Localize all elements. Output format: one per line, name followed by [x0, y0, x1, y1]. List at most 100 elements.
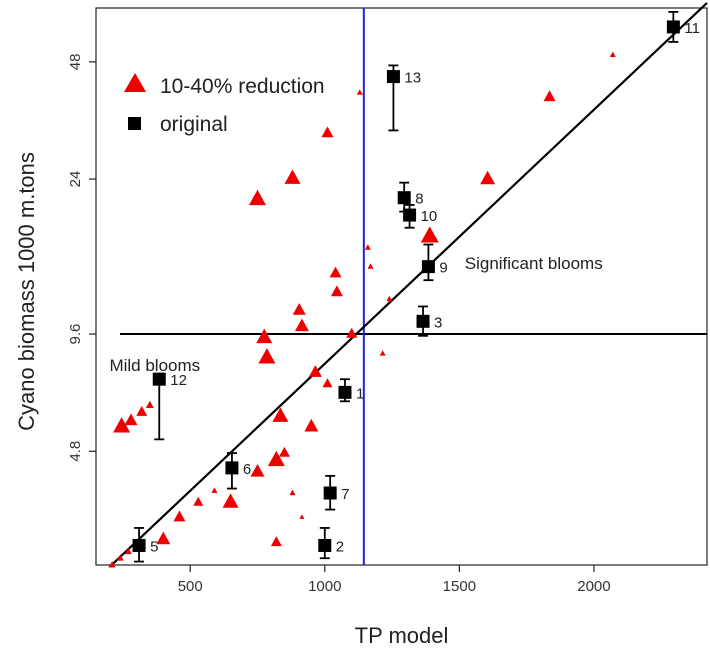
- axis-ticks: 500 1000 1500 2000 4.8 9.6 24 48: [67, 54, 611, 595]
- region-label: Significant blooms: [465, 254, 603, 273]
- original-marker: [318, 538, 332, 552]
- point-number-label: 11: [684, 20, 700, 37]
- reduction-point: [250, 464, 265, 477]
- point-number-label: 13: [404, 70, 421, 87]
- x-tick-label: 500: [178, 578, 203, 595]
- x-tick-label: 2000: [577, 578, 610, 595]
- original-point-2: 2: [318, 527, 344, 560]
- point-number-label: 9: [439, 260, 447, 277]
- point-number-label: 8: [415, 191, 423, 208]
- original-marker: [416, 314, 430, 328]
- point-number-label: 1: [356, 385, 364, 402]
- point-number-label: 10: [421, 208, 438, 225]
- reduction-point: [113, 417, 131, 433]
- point-number-label: 7: [341, 486, 349, 503]
- reduction-point: [156, 531, 171, 545]
- reduction-point: [289, 489, 296, 496]
- point-number-label: 3: [434, 314, 442, 331]
- reduction-point: [284, 169, 301, 184]
- original-marker: [225, 461, 239, 475]
- reduction-point: [267, 450, 285, 467]
- reduction-point: [367, 263, 374, 269]
- regression-line: [108, 2, 708, 568]
- reduction-point: [124, 413, 138, 426]
- original-marker: [397, 191, 411, 205]
- region-labels: Significant blooms Mild blooms: [109, 254, 602, 375]
- reduction-point: [124, 547, 132, 555]
- region-label: Mild blooms: [109, 356, 200, 375]
- reduction-point: [308, 365, 322, 377]
- reduction-point: [379, 350, 386, 356]
- original-point-12: 12: [152, 372, 187, 441]
- original-point-10: 10: [403, 204, 438, 229]
- original-marker: [421, 260, 435, 274]
- reduction-point: [609, 51, 616, 58]
- fit-line: [108, 2, 708, 568]
- original-point-3: 3: [416, 305, 442, 337]
- reduction-point: [346, 327, 358, 338]
- original-marker: [132, 538, 146, 552]
- reduction-point: [322, 378, 333, 388]
- legend: 10-40% reduction original: [124, 73, 325, 136]
- reduction-point: [329, 266, 342, 278]
- original-point-5: 5: [132, 527, 158, 563]
- reduction-point: [116, 554, 124, 561]
- reduction-point: [193, 496, 204, 506]
- original-point-9: 9: [421, 243, 448, 282]
- reduction-point: [108, 561, 116, 568]
- y-tick-label: 4.8: [67, 441, 84, 462]
- reduction-point: [145, 400, 154, 409]
- reduction-point: [386, 295, 393, 302]
- reduction-point: [480, 170, 496, 185]
- reduction-point: [356, 89, 363, 95]
- reduction-series: [108, 51, 616, 568]
- point-number-label: 2: [336, 538, 344, 555]
- reduction-point: [321, 126, 334, 138]
- legend-label: original: [160, 113, 228, 136]
- reduction-point: [173, 510, 186, 522]
- point-number-label: 5: [150, 538, 158, 555]
- reduction-point: [420, 226, 439, 243]
- legend-square-icon: [128, 117, 141, 130]
- legend-label: 10-40% reduction: [160, 75, 325, 98]
- original-point-8: 8: [397, 181, 424, 213]
- original-point-13: 13: [386, 64, 421, 132]
- reduction-point: [294, 318, 309, 332]
- reduction-point: [222, 493, 239, 508]
- reduction-point: [136, 405, 148, 416]
- reduction-point: [330, 285, 343, 297]
- original-marker: [386, 70, 400, 84]
- reduction-point: [292, 302, 306, 315]
- reduction-point: [304, 418, 319, 432]
- original-point-6: 6: [225, 452, 251, 490]
- y-tick-label: 9.6: [67, 324, 84, 345]
- original-marker: [323, 486, 337, 500]
- reduction-point: [299, 514, 305, 519]
- original-point-1: 1: [338, 378, 364, 402]
- original-marker: [152, 372, 166, 386]
- reduction-point: [278, 446, 290, 457]
- original-marker: [338, 385, 352, 399]
- y-tick-label: 24: [67, 171, 84, 188]
- original-marker: [666, 20, 680, 34]
- reduction-point: [211, 487, 218, 493]
- reduction-point: [272, 407, 289, 422]
- reduction-point: [256, 328, 273, 344]
- reduction-point: [248, 189, 266, 206]
- original-point-11: 11: [666, 10, 700, 43]
- x-tick-label: 1500: [443, 578, 476, 595]
- y-tick-label: 48: [67, 54, 84, 71]
- x-axis-title: TP model: [355, 623, 449, 648]
- y-axis-title: Cyano biomass 1000 m.tons: [14, 152, 39, 431]
- legend-triangle-icon: [124, 73, 146, 92]
- threshold-lines: [120, 8, 707, 565]
- reduction-point: [543, 90, 556, 102]
- original-point-7: 7: [323, 474, 350, 511]
- reduction-point: [364, 244, 371, 250]
- point-number-label: 12: [170, 372, 187, 389]
- plot-area: [95, 7, 708, 566]
- point-number-label: 6: [243, 461, 251, 478]
- original-marker: [403, 208, 417, 222]
